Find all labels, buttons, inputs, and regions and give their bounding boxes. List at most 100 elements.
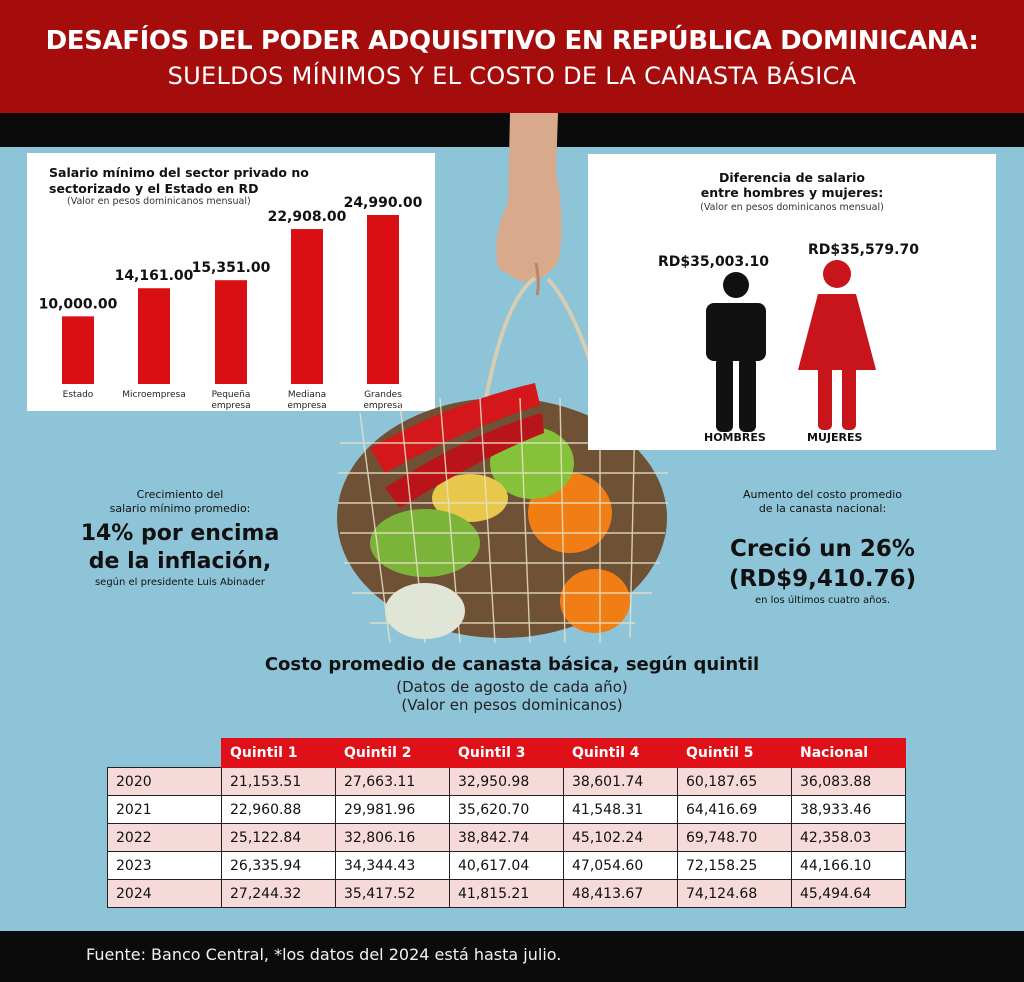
table-row: 2024 27,244.32 35,417.52 41,815.21 48,413.67… [107, 879, 906, 908]
basket-growth-line-2: de la canasta nacional: [758, 502, 887, 515]
gender-gap-title-2: entre hombres y mujeres: [700, 185, 884, 200]
table-cell: 36,083.88 [791, 767, 906, 796]
table-cell: 26,335.94 [221, 851, 336, 880]
table-row: 2022 25,122.84 32,806.16 38,842.74 45,102.24… [107, 823, 906, 852]
men-label: HOMBRES [704, 431, 766, 444]
basket-growth-headline-1: Creció un 26% [730, 536, 915, 562]
wage-growth-line-1: Crecimiento del [136, 488, 224, 501]
wage-growth-headline-2: de la inflación, [88, 549, 272, 574]
bar-3 [291, 229, 323, 384]
footer-bar: Fuente: Banco Central, *los datos del 20… [0, 931, 1024, 982]
bar-1 [138, 288, 170, 384]
table-cell: 22,960.88 [221, 795, 336, 824]
column-header: Quintil 2 [335, 738, 450, 768]
gender-gap-title-1: Diferencia de salario [718, 170, 865, 185]
table-cell: 35,417.52 [335, 879, 450, 908]
bar-value-label: 14,161.00 [115, 268, 194, 284]
table-cell: 27,663.11 [335, 767, 450, 796]
column-header: Quintil 5 [677, 738, 792, 768]
table-row: 2020 21,153.51 27,663.11 32,950.98 38,601.74… [107, 767, 906, 796]
basket-growth-tail: en los últimos cuatro años. [754, 595, 891, 606]
table-cell: 72,158.25 [677, 851, 792, 880]
table-cell: 74,124.68 [677, 879, 792, 908]
bar-value-label: 24,990.00 [344, 195, 423, 211]
table-cell: 27,244.32 [221, 879, 336, 908]
min-wage-panel: Salario mínimo del sector privado no sec… [27, 153, 435, 411]
table-cell: 38,933.46 [791, 795, 906, 824]
page-title: DESAFÍOS DEL PODER ADQUISITIVO EN REPÚBL… [45, 26, 979, 56]
table-cell: 44,166.10 [791, 851, 906, 880]
table-cell: 48,413.67 [563, 879, 678, 908]
category-label: empresa [211, 401, 250, 411]
table-cell: 45,102.24 [563, 823, 678, 852]
table-header-row: Quintil 1 Quintil 2 Quintil 3 Quintil 4 Quin… [108, 738, 906, 768]
bar-value-label: 10,000.00 [39, 296, 118, 312]
table-cell: 32,806.16 [335, 823, 450, 852]
table-cell: 34,344.43 [335, 851, 450, 880]
table-cell: 45,494.64 [791, 879, 906, 908]
category-label: Microempresa [122, 390, 185, 400]
column-header: Nacional [791, 738, 906, 768]
table-cell: 32,950.98 [449, 767, 564, 796]
min-wage-chart-note: (Valor en pesos dominicanos mensual) [67, 196, 251, 207]
basket-table-subtitle-2: (Valor en pesos dominicanos) [401, 696, 623, 714]
table-cell: 41,815.21 [449, 879, 564, 908]
category-label: Mediana [288, 390, 326, 400]
category-label: empresa [363, 401, 402, 411]
table-cell: 35,620.70 [449, 795, 564, 824]
table-cell: 47,054.60 [563, 851, 678, 880]
category-label: Grandes [364, 390, 402, 400]
table-cell: 21,153.51 [221, 767, 336, 796]
wage-growth-callout: Crecimiento del salario mínimo promedio:… [35, 488, 325, 590]
wage-growth-headline-1: 14% por encima [80, 521, 280, 546]
table-cell: 38,601.74 [563, 767, 678, 796]
table-cell: 38,842.74 [449, 823, 564, 852]
table-cell: 2020 [107, 767, 222, 796]
basket-growth-callout: Aumento del costo promedio de la canasta… [690, 488, 955, 608]
table-cell: 2021 [107, 795, 222, 824]
bar-value-label: 15,351.00 [192, 260, 271, 276]
table-cell: 29,981.96 [335, 795, 450, 824]
table-cell: 2024 [107, 879, 222, 908]
column-header: Quintil 4 [563, 738, 678, 768]
bar-0 [62, 316, 94, 384]
category-label: empresa [287, 401, 326, 411]
man-icon [706, 272, 766, 432]
bar-4 [367, 215, 399, 384]
column-header: Quintil 1 [221, 738, 336, 768]
table-row: 2021 22,960.88 29,981.96 35,620.70 41,548.31… [107, 795, 906, 824]
table-cell: 41,548.31 [563, 795, 678, 824]
table-cell: 2023 [107, 851, 222, 880]
category-label: Estado [63, 390, 94, 400]
women-label: MUJERES [807, 431, 863, 444]
women-salary-value: RD$35,579.70 [808, 242, 919, 258]
bar-2 [215, 280, 247, 384]
table-header-corner [108, 739, 222, 768]
wage-growth-line-2: salario mínimo promedio: [109, 502, 251, 515]
min-wage-bar-chart: 10,000.00 Estado 14,161.00 Microempresa 15,3… [39, 195, 423, 411]
basket-cost-table: Quintil 1 Quintil 2 Quintil 3 Quintil 4 Quin… [107, 738, 906, 908]
header-banner: DESAFÍOS DEL PODER ADQUISITIVO EN REPÚBL… [0, 0, 1024, 113]
category-label: Pequeña [212, 390, 251, 400]
table-row: 2023 26,335.94 34,344.43 40,617.04 47,054.60… [107, 851, 906, 880]
basket-table-title: Costo promedio de canasta básica, según … [264, 654, 760, 675]
table-cell: 64,416.69 [677, 795, 792, 824]
wage-growth-source: según el presidente Luis Abinader [94, 577, 266, 588]
page-subtitle: SUELDOS MÍNIMOS Y EL COSTO DE LA CANASTA… [167, 62, 857, 90]
men-salary-value: RD$35,003.10 [658, 254, 769, 270]
basket-growth-headline-2: (RD$9,410.76) [728, 566, 917, 592]
column-header: Quintil 3 [449, 738, 564, 768]
basket-table-subtitle-1: (Datos de agosto de cada año) [396, 678, 628, 696]
gender-gap-panel: Diferencia de salario entre hombres y mu… [588, 154, 996, 450]
gender-gap-note: (Valor en pesos dominicanos mensual) [700, 202, 884, 213]
table-cell: 25,122.84 [221, 823, 336, 852]
grocery-bag-illustration [337, 113, 668, 644]
table-cell: 2022 [107, 823, 222, 852]
basket-growth-line-1: Aumento del costo promedio [742, 488, 903, 501]
table-cell: 60,187.65 [677, 767, 792, 796]
bar-value-label: 22,908.00 [268, 209, 347, 225]
source-note: Fuente: Banco Central, *los datos del 20… [86, 945, 562, 964]
min-wage-chart-title: Salario mínimo del sector privado no sec… [49, 165, 309, 196]
table-cell: 42,358.03 [791, 823, 906, 852]
table-cell: 69,748.70 [677, 823, 792, 852]
